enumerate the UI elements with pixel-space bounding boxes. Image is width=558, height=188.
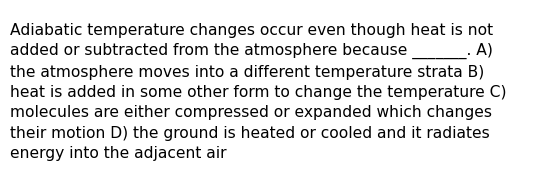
Text: Adiabatic temperature changes occur even though heat is not
added or subtracted : Adiabatic temperature changes occur even… — [10, 23, 507, 161]
